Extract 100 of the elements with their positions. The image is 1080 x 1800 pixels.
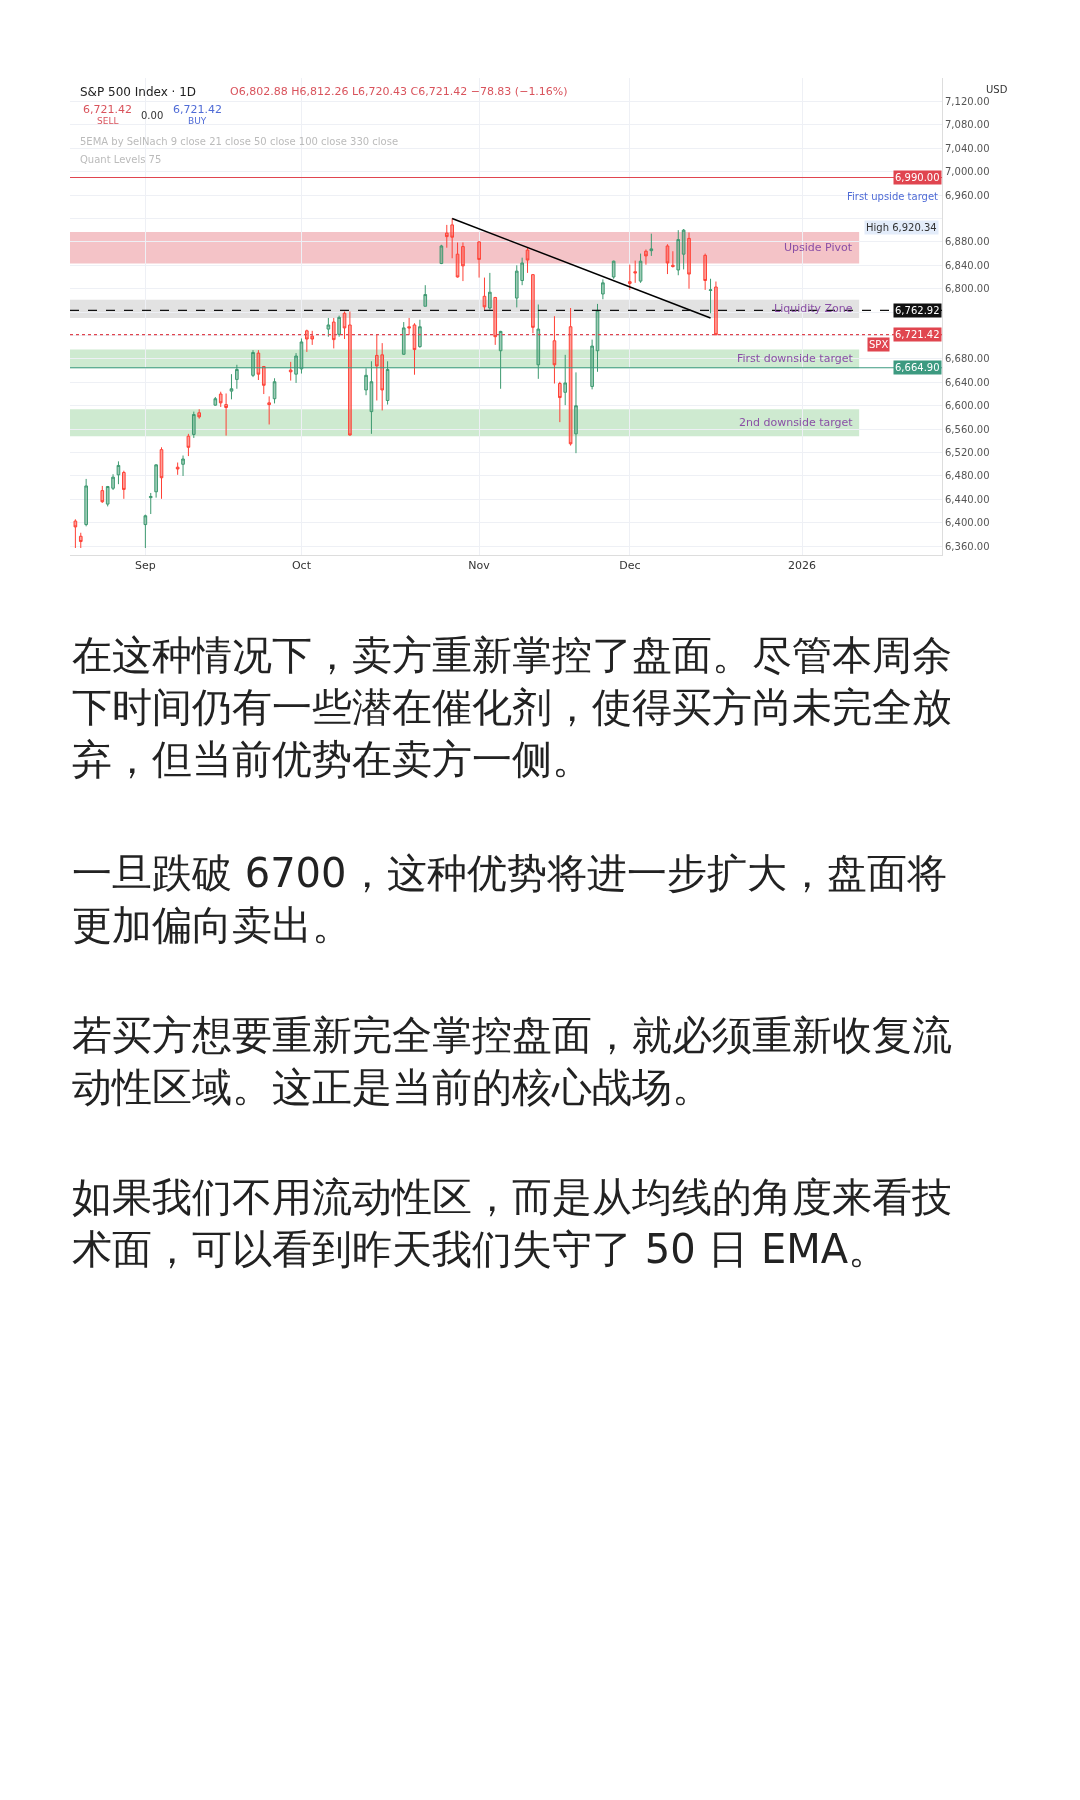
annotation: High 6,920.34 <box>866 222 937 233</box>
candlestick <box>229 373 234 400</box>
text: 在这种情况下，卖方重新掌控了盘面。尽管本周余下时间仍有一些潜在催化剂，使得买方尚未完全放弃，但当前优势在卖方一侧。 <box>72 632 952 782</box>
candlestick <box>714 281 718 336</box>
candlestick <box>450 217 454 259</box>
candlestick <box>181 455 185 477</box>
candlestick <box>218 391 223 408</box>
y-tick-label: 6,960.00 <box>945 189 990 201</box>
y-tick-label: 6,560.00 <box>945 423 990 435</box>
candlestick <box>676 229 681 276</box>
annotation: First upside target <box>847 191 939 202</box>
text: 如果我们不用流动性区，而是从均线的角度来看技术面，可以看到昨天我们失守了 50 日 EMA。 <box>72 1174 952 1272</box>
candlestick <box>401 321 406 356</box>
x-tick-label: Nov <box>468 559 491 573</box>
candlestick <box>154 463 158 499</box>
x-tick-label: Sep <box>134 559 156 573</box>
ref-line-label: 6,990.00 <box>895 172 940 183</box>
candlestick <box>337 315 341 338</box>
candlestick <box>407 317 411 336</box>
annotation: 6,721.42 <box>173 103 222 116</box>
candlestick <box>644 248 648 266</box>
candlestick <box>531 273 535 334</box>
candlestick <box>191 411 196 439</box>
candlestick <box>482 277 487 311</box>
candlestick <box>326 317 331 338</box>
candlestick <box>267 395 271 425</box>
ref-line-label: 6,721.42 <box>895 329 940 340</box>
candlestick <box>122 470 126 500</box>
candlestick <box>601 278 605 300</box>
annotation: Quant Levels 75 <box>80 154 162 165</box>
candlestick <box>418 319 422 349</box>
band-label: Upside Pivot <box>784 241 853 254</box>
candlestick <box>380 342 385 411</box>
candlestick <box>331 317 336 349</box>
candlestick <box>197 408 201 420</box>
candlestick <box>412 322 417 376</box>
candlestick <box>224 392 228 437</box>
candlestick <box>84 478 88 527</box>
ref-line-label: 6,762.92 <box>895 305 940 316</box>
candlestick <box>536 304 541 380</box>
candlestick <box>590 339 594 390</box>
candlestick <box>116 460 121 485</box>
band-label: First downside target <box>737 352 854 365</box>
y-tick-label: 6,680.00 <box>945 353 990 365</box>
y-tick-label: 7,080.00 <box>945 119 990 131</box>
candlestick <box>514 264 519 308</box>
candlestick <box>477 240 481 279</box>
candlestick <box>461 241 465 282</box>
candlestick <box>665 243 670 275</box>
annotation: SPX <box>869 339 889 350</box>
candlestick <box>288 361 293 382</box>
x-tick-label: Dec <box>619 559 641 573</box>
candlestick <box>299 337 304 375</box>
candlestick <box>385 360 390 406</box>
candlestick <box>687 232 691 290</box>
y-tick-label: 6,360.00 <box>945 540 990 552</box>
candlestick <box>159 446 164 500</box>
text: USD <box>986 84 1008 95</box>
candlestick <box>488 272 492 311</box>
y-tick-label: 6,640.00 <box>945 376 990 388</box>
candlestick <box>568 307 573 447</box>
candlestick <box>627 264 632 291</box>
candlestick <box>251 349 255 378</box>
x-tick-label: 2026 <box>788 559 817 573</box>
candlestick <box>498 330 503 390</box>
candlestick <box>305 329 309 353</box>
y-tick-label: 6,480.00 <box>945 470 990 482</box>
candlestick <box>143 514 148 549</box>
candlestick <box>348 311 352 437</box>
text: O6,802.88 H6,812.26 L6,720.43 C6,721.42 −78.83 (−1.16%) <box>230 85 568 98</box>
candlestick <box>375 334 379 401</box>
candlestick <box>633 260 637 284</box>
x-tick-label: Oct <box>291 559 312 573</box>
candlestick <box>186 433 191 457</box>
candlestick <box>369 360 374 435</box>
candlestick <box>310 330 315 346</box>
candlestick <box>272 377 277 404</box>
candlestick <box>364 367 368 396</box>
candlestick <box>439 244 444 265</box>
candlestick <box>342 311 347 340</box>
candlestick <box>78 532 83 549</box>
y-tick-label: 6,800.00 <box>945 283 990 295</box>
candlestick <box>703 253 707 291</box>
y-tick-label: 7,000.00 <box>945 166 990 178</box>
annotation: BUY <box>188 116 207 126</box>
annotation: 6,721.42 <box>83 103 132 116</box>
candlestick <box>708 278 713 314</box>
y-tick-label: 7,040.00 <box>945 142 990 154</box>
text: 一旦跌破 6700，这种优势将进一步扩大，盘面将更加偏向卖出。 <box>72 850 947 948</box>
candlestick <box>294 352 298 384</box>
candlestick <box>455 241 460 279</box>
candlestick <box>423 284 428 307</box>
candlestick <box>100 485 105 504</box>
candlestick <box>261 365 266 395</box>
candlestick <box>552 315 557 385</box>
candlestick <box>493 296 498 346</box>
y-tick-label: 6,600.00 <box>945 400 990 412</box>
candlestick <box>148 492 153 515</box>
candlestick <box>525 247 530 274</box>
annotation: 0.00 <box>141 110 164 121</box>
